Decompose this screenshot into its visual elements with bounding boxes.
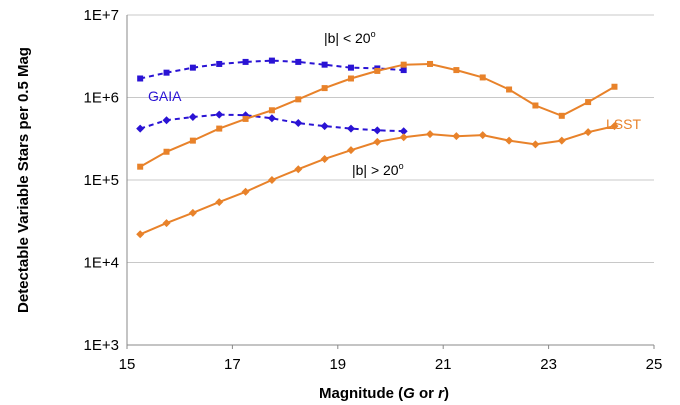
y-axis-title: Detectable Variable Stars per 0.5 Mag [15,47,32,313]
gaia-high-lat-point [294,119,303,128]
y-tick-label: 1E+3 [84,337,119,354]
x-axis-title-g: G [403,385,415,402]
x-tick-labels: 15 17 19 21 23 25 [119,356,663,373]
lsst-low-lat-point [321,85,328,92]
lsst-high-lat-point [241,187,250,196]
x-tick-label: 23 [540,356,557,373]
lsst-high-lat-point [215,198,224,207]
lsst-low-lat-point [585,99,592,106]
lsst-high-lat-point [188,208,197,217]
lsst-low-lat-point [216,125,223,132]
gaia-low-lat-point [295,58,302,65]
axes [126,15,655,349]
gaia-low-lat-point [216,60,223,67]
gaia-high-lat-point [373,126,382,135]
x-tick-label: 21 [435,356,452,373]
lsst-high-lat-point [136,230,145,239]
y-tick-label: 1E+7 [84,7,119,24]
gaia-low-lat-point [137,75,144,82]
x-tick-label: 17 [224,356,241,373]
low-latitude-label-sup: o [371,29,376,39]
lsst-high-lat-point [478,131,487,140]
lsst-high-lat-point [162,219,171,228]
lsst-high-lat-point [452,132,461,141]
x-axis-title-r: r [438,385,445,402]
x-axis-title: Magnitude (G or r) [319,385,449,402]
gaia-high-lat-point [215,110,224,119]
gaia-label: GAIA [148,88,182,104]
lsst-high-lat-point [373,137,382,146]
lsst-high-lat-point [267,176,276,184]
lsst-low-lat-point [611,83,618,90]
lsst-low-lat-point [479,74,486,81]
lsst-low-lat-point [506,86,513,93]
x-tick-label: 19 [329,356,346,373]
x-axis-title-mid: or [415,385,438,402]
gaia-low-lat-point [189,64,196,71]
series-group [136,57,619,239]
gaia-low-lat-point [242,58,249,65]
y-tick-label: 1E+6 [84,90,119,107]
x-axis-title-prefix: Magnitude ( [319,385,403,402]
x-axis-title-suffix: ) [444,385,449,402]
gaia-high-lat-point [136,124,145,133]
lsst-low-lat-point [295,96,302,103]
gaia-high-lat-point [162,116,171,125]
lsst-low-lat-point [400,61,407,68]
lsst-high-lat-point [399,133,408,142]
x-tick-label: 25 [646,356,663,373]
lsst-high-lat-point [610,122,619,131]
lsst-high-lat-point [320,154,329,163]
lsst-low-lat-point [137,163,144,170]
low-latitude-label-base: |b| < 20 [324,30,371,46]
lsst-high-lat-point [505,136,514,145]
lsst-label: LSST [606,116,641,132]
high-latitude-label-sup: o [399,161,404,171]
gaia-high-lat-point [188,113,197,122]
lsst-low-lat-point [242,115,249,122]
gaia-high-lat-point [399,127,408,136]
lsst-low-lat-point [163,148,170,155]
lsst-low-lat-point [532,102,539,109]
lsst-low-lat-point [268,107,275,114]
lsst-high-lat-point [294,165,303,174]
gaia-high-lat-line [139,113,404,133]
lsst-high-lat-point [584,128,593,137]
grid-lines [127,14,654,263]
gaia-low-lat-point [321,61,328,68]
lsst-low-lat-point [189,137,196,144]
lsst-low-lat-point [427,60,434,67]
lsst-low-lat-point [374,67,381,74]
lsst-high-lat-point [346,146,355,155]
gaia-low-lat-point [400,67,407,74]
gaia-low-lat-point [347,64,354,71]
gaia-high-lat-point [320,122,329,131]
lsst-low-lat-point [558,112,565,119]
high-latitude-label-base: |b| > 20 [352,162,399,178]
lsst-low-lat-point [347,75,354,82]
lsst-high-lat-point [531,140,540,149]
x-tick-label: 15 [119,356,136,373]
gaia-high-lat-point [267,114,276,123]
lsst-high-lat-point [557,136,566,145]
y-tick-label: 1E+5 [84,172,119,189]
gaia-high-lat-point [346,124,355,133]
high-latitude-label: |b| > 20o [352,161,404,178]
gaia-low-lat-point [268,57,275,64]
lsst-low-lat-point [453,67,460,74]
gaia-low-lat-point [163,69,170,76]
lsst-high-lat-point [426,130,435,139]
y-tick-label: 1E+4 [84,255,119,272]
y-tick-labels: 1E+3 1E+4 1E+5 1E+6 1E+7 [84,7,119,354]
low-latitude-label: |b| < 20o [324,29,376,46]
